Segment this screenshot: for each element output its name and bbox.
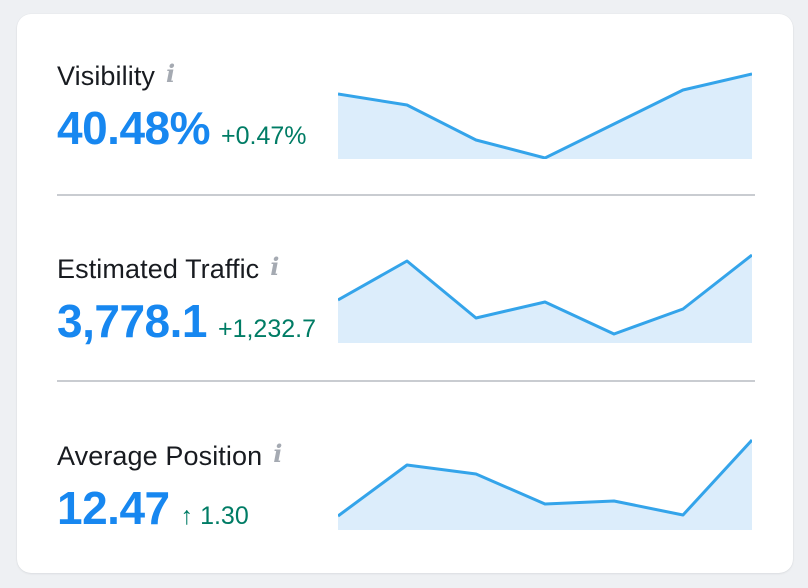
metric-header: Average Position i — [57, 440, 282, 472]
metric-value: 12.47 — [57, 482, 170, 534]
metric-values: 12.47 ↑ 1.30 — [57, 482, 282, 534]
section-divider — [57, 380, 755, 382]
info-icon[interactable]: i — [270, 252, 280, 281]
estimated-traffic-sparkline-chart — [338, 253, 752, 343]
metric-row-visibility: Visibility i 40.48% +0.47% — [17, 14, 793, 194]
section-divider — [57, 194, 755, 196]
metric-values: 3,778.1 +1,232.7 — [57, 295, 316, 347]
metric-value: 3,778.1 — [57, 295, 207, 347]
metric-label: Estimated Traffic — [57, 254, 260, 284]
visibility-sparkline-chart — [338, 72, 752, 159]
metric-change: +1,232.7 — [217, 315, 316, 343]
metric-change: +0.47% — [221, 122, 307, 150]
metric-estimated-traffic: Estimated Traffic i 3,778.1 +1,232.7 — [57, 253, 316, 347]
metric-average-position: Average Position i 12.47 ↑ 1.30 — [57, 440, 282, 534]
metric-row-estimated-traffic: Estimated Traffic i 3,778.1 +1,232.7 — [17, 196, 793, 380]
metric-header: Estimated Traffic i — [57, 253, 316, 285]
metric-values: 40.48% +0.47% — [57, 102, 307, 154]
metric-change: ↑ 1.30 — [180, 502, 249, 530]
metrics-summary-card: Visibility i 40.48% +0.47% Estimated Tra… — [17, 14, 793, 573]
info-icon[interactable]: i — [166, 59, 176, 88]
metric-visibility: Visibility i 40.48% +0.47% — [57, 60, 307, 154]
info-icon[interactable]: i — [273, 439, 283, 468]
average-position-sparkline-chart — [338, 438, 752, 530]
metric-label: Visibility — [57, 61, 156, 91]
metric-value: 40.48% — [57, 102, 211, 154]
metric-header: Visibility i — [57, 60, 307, 92]
metric-row-average-position: Average Position i 12.47 ↑ 1.30 — [17, 382, 793, 573]
metric-label: Average Position — [57, 441, 263, 471]
